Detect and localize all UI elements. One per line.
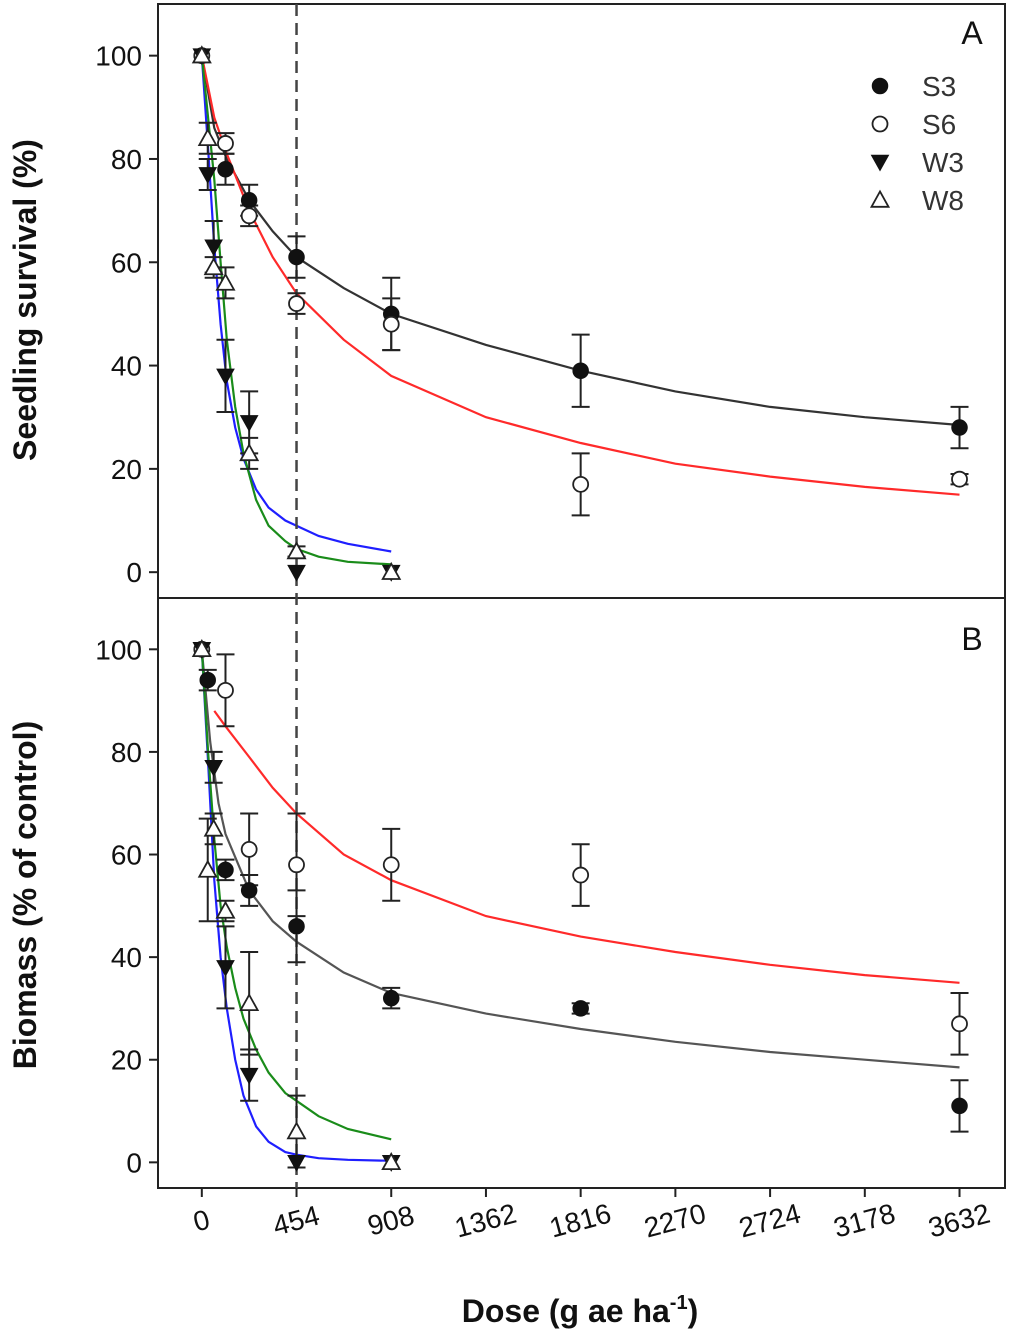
x-axis-title-superscript: -1 <box>670 1292 688 1314</box>
panel-b-letter: B <box>961 621 982 657</box>
panel-a-data-point-w3 <box>216 368 235 386</box>
panel-a-data-point-s6 <box>951 470 968 488</box>
x-tick-label: 908 <box>364 1200 417 1242</box>
legend-label-s6: S6 <box>922 109 956 140</box>
panel-b-data-point-s6 <box>240 840 258 858</box>
panel-b-y-tick-label: 20 <box>111 1045 142 1076</box>
x-tick-label: 2270 <box>641 1198 709 1244</box>
panel-b-data-point-w3 <box>216 960 235 977</box>
panel-a-data-point-w8 <box>191 45 212 64</box>
panel-a-data-point-w3 <box>198 167 218 184</box>
fit-curve-layer <box>200 55 960 1162</box>
x-tick-label: 454 <box>270 1200 323 1242</box>
frame-layer <box>149 3 1006 1197</box>
panel-a-letter: A <box>961 15 983 51</box>
legend-marker-s3 <box>871 77 889 95</box>
panel-a-y-tick-label: 40 <box>111 351 142 382</box>
panel-b-data-point-w8 <box>286 1121 307 1140</box>
legend-label-w3: W3 <box>922 147 964 178</box>
panel-a-fit-curve-s6 <box>200 55 960 496</box>
panel-b-data-point-s3 <box>288 918 305 935</box>
panel-a-data-point-s6 <box>288 295 305 312</box>
panel-a-fit-curve-w8 <box>200 55 392 566</box>
panel-b-data-point-w8 <box>381 1151 402 1171</box>
panel-b-data-point-s6 <box>288 856 305 874</box>
panel-a-data-point-s3 <box>951 419 968 436</box>
x-tick-label: 1362 <box>451 1198 519 1244</box>
panel-b-y-tick-label: 40 <box>111 942 142 973</box>
panel-b-y-tick-label: 100 <box>95 634 142 665</box>
label-layer: 0 454 908 1362 1816 2270 2724 3178 3632 0 20 40 60 80… <box>95 41 993 1244</box>
x-tick-label: 3632 <box>925 1198 993 1244</box>
x-tick-label: 3178 <box>830 1198 898 1244</box>
legend-marker-s6 <box>871 115 889 133</box>
legend-marker-w8 <box>869 189 891 208</box>
panel-a-data-point-w8 <box>286 541 307 560</box>
panel-b-y-tick-label: 80 <box>111 737 142 768</box>
panel-a-data-point-s6 <box>240 207 258 225</box>
panel-a-data-point-s3 <box>217 161 234 178</box>
panel-a-data-point-s6 <box>217 135 234 152</box>
panel-b-fit-curve-s6 <box>213 710 960 984</box>
panel-b-data-point-s6 <box>217 681 234 699</box>
panel-b-data-point-w8 <box>239 992 260 1011</box>
panel-a-data-point-w3 <box>287 564 306 582</box>
x-tick-label: 1816 <box>546 1198 614 1244</box>
panel-b-data-point-s3 <box>382 989 400 1007</box>
panel-b-fit-curve-w3 <box>200 649 392 1162</box>
panel-a-data-point-s6 <box>572 475 590 493</box>
panel-a-data-point-w3 <box>239 415 259 432</box>
panel-a-data-point-s3 <box>288 248 305 266</box>
legend-marker-w3 <box>870 154 890 172</box>
data-point-layer <box>191 45 968 1172</box>
panel-b-data-point-s3 <box>240 882 258 899</box>
panel-a-data-point-w8 <box>381 561 402 580</box>
legend-label-s3: S3 <box>922 71 956 102</box>
panel-a-data-point-s6 <box>382 315 400 333</box>
panel-a-y-tick-label: 60 <box>111 247 142 278</box>
x-tick-label: 2724 <box>736 1198 804 1244</box>
panel-b-data-point-s6 <box>382 856 400 874</box>
panel-a-data-point-w8 <box>239 443 260 462</box>
panel-b-data-point-w3 <box>239 1067 259 1085</box>
x-axis-title-close: ) <box>688 1293 699 1329</box>
x-tick-label: 0 <box>190 1204 213 1238</box>
panel-a-data-point-s3 <box>240 192 258 209</box>
legend-label-w8: W8 <box>922 185 964 216</box>
panel-b-y-axis-title: Biomass (% of control) <box>7 721 43 1069</box>
panel-a-y-axis-title: Seedling survival (%) <box>7 139 43 461</box>
panel-a-y-tick-label: 20 <box>111 454 142 485</box>
x-axis-title-main: Dose (g ae ha <box>462 1293 670 1329</box>
panel-b-data-point-w8 <box>215 900 236 919</box>
panel-b-y-tick-label: 60 <box>111 840 142 871</box>
panel-b-data-point-w3 <box>204 760 224 777</box>
panel-b-y-tick-label: 0 <box>126 1147 142 1178</box>
x-axis-title: Dose (g ae ha-1) <box>462 1292 699 1329</box>
panel-b-data-point-s3 <box>217 861 234 879</box>
panel-b-data-point-w8 <box>197 859 218 878</box>
panel-b-data-point-w8 <box>191 638 212 658</box>
panel-a-y-tick-label: 80 <box>111 144 142 175</box>
panel-b-data-point-s3 <box>951 1097 968 1115</box>
panel-a-y-tick-label: 100 <box>95 41 142 72</box>
panel-b-data-point-w3 <box>287 1155 306 1172</box>
panel-b-data-point-s3 <box>199 671 216 689</box>
panel-b-data-point-s6 <box>572 866 590 884</box>
panel-b-data-point-s3 <box>572 1000 589 1017</box>
panel-a-y-tick-label: 0 <box>126 557 142 588</box>
panel-a-data-point-w3 <box>204 239 224 257</box>
panel-b-data-point-w8 <box>203 818 224 837</box>
panel-b-data-point-s6 <box>951 1015 968 1033</box>
panel-a-data-point-w8 <box>197 127 218 146</box>
panel-a-data-point-s3 <box>572 362 589 379</box>
panel-a-data-point-w8 <box>215 272 236 291</box>
panel-a-data-point-w8 <box>203 257 224 276</box>
